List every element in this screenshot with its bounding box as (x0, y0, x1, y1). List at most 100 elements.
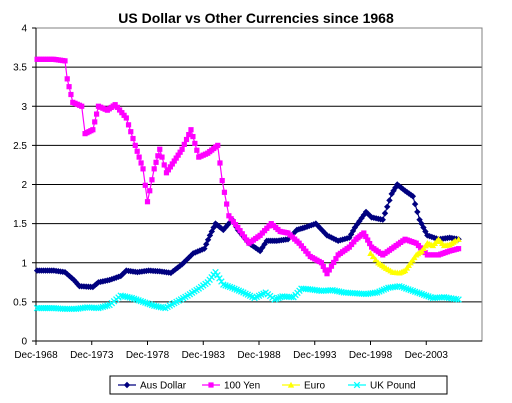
data-point (288, 293, 295, 301)
data-point (361, 230, 367, 236)
data-point (244, 237, 250, 243)
chart-title: US Dollar vs Other Currencies since 1968 (118, 10, 394, 26)
data-point (125, 122, 132, 128)
data-point (365, 237, 371, 243)
data-point (298, 243, 304, 249)
data-point (188, 127, 194, 133)
data-point (123, 115, 129, 121)
y-tick-label: 2 (21, 180, 27, 191)
series-group (33, 56, 462, 313)
data-point (346, 244, 352, 250)
x-tick-label: Dec-1968 (14, 350, 58, 361)
y-tick-label: 3 (21, 102, 27, 113)
data-point (452, 295, 460, 303)
data-point (275, 294, 282, 302)
data-point (149, 177, 155, 183)
data-point (386, 197, 393, 204)
data-point (136, 154, 142, 160)
data-point (409, 193, 417, 200)
data-point (181, 141, 187, 147)
data-point (66, 272, 73, 280)
data-point (190, 133, 196, 140)
y-tick-label: 3.5 (13, 63, 27, 74)
data-point (414, 208, 421, 216)
data-point (165, 167, 172, 173)
x-tick-label: Dec-1973 (70, 350, 114, 361)
data-point (239, 231, 245, 237)
y-tick-label: 0.5 (13, 297, 27, 308)
data-point (157, 146, 163, 152)
data-point (216, 275, 223, 282)
data-point (92, 119, 98, 125)
x-tick-label: Dec-1993 (293, 350, 337, 361)
data-point (271, 296, 278, 303)
legend-label-euro: Euro (304, 381, 326, 392)
data-point (322, 267, 328, 273)
data-point (74, 280, 81, 288)
data-point (186, 132, 192, 138)
series-euro (367, 236, 462, 276)
data-point (178, 261, 186, 268)
data-point (130, 135, 136, 142)
data-point (452, 237, 459, 244)
legend-marker-euro (287, 381, 295, 388)
gridlines (36, 27, 482, 303)
data-point (369, 253, 377, 260)
data-point (226, 213, 232, 219)
data-point (62, 58, 68, 64)
data-point (455, 236, 462, 242)
data-point (372, 256, 379, 263)
data-point (320, 263, 326, 270)
data-point (405, 190, 413, 197)
data-point (214, 272, 221, 279)
data-point (89, 283, 97, 291)
data-point (93, 280, 100, 288)
data-point (215, 142, 221, 148)
x-tick-label: Dec-1978 (126, 350, 170, 361)
data-point (237, 228, 243, 234)
legend: Aus Dollar 100 Yen Euro UK Pound (109, 375, 448, 395)
data-point (134, 148, 140, 154)
data-point (312, 220, 320, 227)
data-point (351, 239, 357, 245)
legend-label-100-yen: 100 Yen (224, 381, 260, 392)
data-point (194, 147, 200, 153)
y-tick-label: 1 (21, 258, 27, 269)
data-point (159, 154, 165, 160)
data-point (179, 146, 185, 152)
data-point (301, 245, 307, 252)
data-point (443, 294, 450, 301)
data-point (79, 103, 85, 109)
legend-box (109, 375, 448, 395)
data-point (235, 224, 241, 231)
data-point (142, 182, 148, 188)
data-point (450, 295, 458, 303)
data-point (175, 152, 181, 158)
legend-marker-aus-dollar (123, 381, 131, 389)
x-tick-label: Dec-1998 (349, 350, 393, 361)
data-point (273, 295, 280, 303)
legend-marker-100-yen (208, 382, 214, 388)
data-point (241, 234, 248, 240)
y-tick-label: 4 (21, 24, 27, 35)
data-point (296, 240, 302, 246)
data-point (183, 136, 190, 143)
data-point (173, 155, 179, 161)
data-point (64, 76, 70, 82)
data-point (214, 221, 221, 229)
data-point (224, 201, 230, 207)
data-point (371, 289, 379, 297)
data-point (367, 250, 374, 256)
data-point (318, 260, 325, 266)
data-point (348, 241, 355, 248)
data-point (144, 199, 151, 205)
y-tick-label: 1.5 (13, 219, 27, 230)
x-tick-label: Dec-2003 (405, 350, 449, 361)
series-uk-pound (33, 268, 462, 313)
data-point (147, 188, 153, 194)
data-point (138, 160, 144, 166)
data-point (212, 268, 219, 276)
data-point (167, 164, 173, 170)
data-point (228, 216, 234, 222)
data-point (328, 263, 335, 269)
